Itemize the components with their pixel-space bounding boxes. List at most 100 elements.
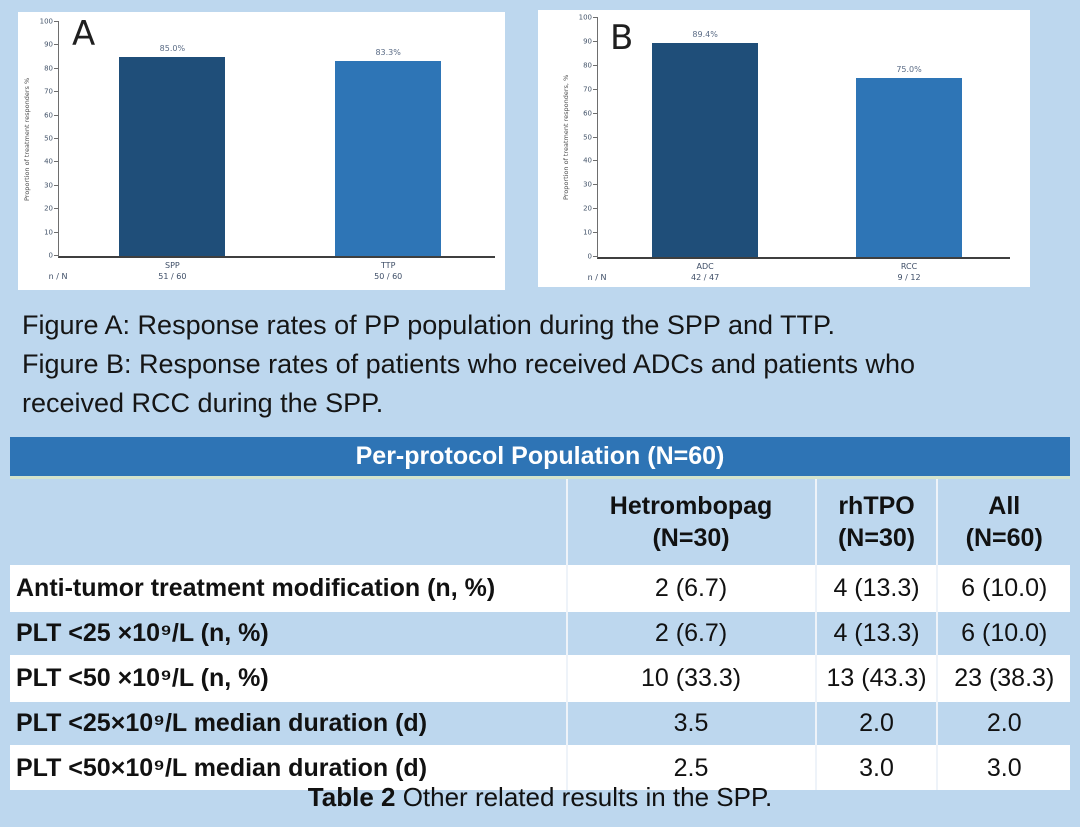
y-tick-mark xyxy=(593,184,598,186)
table-cell: 3.0 xyxy=(814,746,938,790)
bar-adc xyxy=(652,43,759,257)
panel-letter: A xyxy=(72,14,96,54)
plot-area: Proportion of treatment responders % 0 10 2… xyxy=(23,18,495,281)
n-over-N-value: 42 / 47 xyxy=(691,273,720,282)
n-over-N-value: 51 / 60 xyxy=(158,272,187,281)
y-tick-mark xyxy=(593,88,598,90)
y-tick-mark xyxy=(593,64,598,66)
bar-value-label: 75.0% xyxy=(896,64,922,74)
y-tick-mark xyxy=(54,67,59,69)
column-header: Hetrombopag (N=30) xyxy=(565,477,816,566)
table-row: Anti-tumor treatment modification (n, %)… xyxy=(10,566,1070,611)
y-tick-label: 20 xyxy=(583,204,592,213)
y-axis-title: Proportion of treatment responders, % xyxy=(562,74,570,201)
y-tick-label: 70 xyxy=(44,87,53,96)
table-cell: 23 (38.3) xyxy=(936,656,1070,701)
y-tick-mark xyxy=(593,160,598,162)
figure-a-bar-chart: A Proportion of treatment responders % 0 10… xyxy=(18,12,505,290)
table-row: PLT <25 ×10⁹/L (n, %) 2 (6.7) 4 (13.3) 6 (1… xyxy=(10,611,1070,656)
table-cell: 3.0 xyxy=(936,746,1070,790)
table-caption: Table 2 Other related results in the SPP… xyxy=(10,782,1070,813)
table-header-row: Hetrombopag (N=30) rhTPO (N=30) All (N=60) xyxy=(10,477,1070,566)
x-category-label: RCC xyxy=(900,262,918,271)
y-tick-label: 0 xyxy=(48,251,53,260)
y-tick-label: 90 xyxy=(583,37,592,46)
y-tick-label: 80 xyxy=(583,61,592,70)
y-tick-mark xyxy=(593,208,598,210)
panel-letter: B xyxy=(610,18,634,58)
table-cell: 3.5 xyxy=(565,701,816,746)
y-axis-title: Proportion of treatment responders % xyxy=(23,77,31,201)
table-cell: 2.5 xyxy=(565,746,816,790)
row-label: Anti-tumor treatment modification (n, %) xyxy=(16,574,496,602)
y-tick-label: 0 xyxy=(587,252,592,261)
bar-value-label: 85.0% xyxy=(159,44,186,54)
y-tick-label: 80 xyxy=(44,64,53,73)
table-cell: 2 (6.7) xyxy=(565,611,816,656)
table-cell: 13 (43.3) xyxy=(814,656,938,701)
y-tick-label: 50 xyxy=(583,133,592,141)
y-tick-mark xyxy=(593,112,598,114)
table-row: PLT <50×10⁹/L median duration (d) 2.5 3.0 3… xyxy=(10,746,1070,790)
row-label: PLT <25×10⁹/L median duration (d) xyxy=(16,709,428,737)
n-over-N-value: 50 / 60 xyxy=(374,272,403,281)
table-caption-number: Table 2 xyxy=(307,782,396,812)
x-category-label: ADC xyxy=(696,262,714,271)
bar-value-label: 89.4% xyxy=(692,30,718,40)
n-over-N-label: n / N xyxy=(48,272,68,281)
y-tick-mark xyxy=(54,114,59,116)
column-header: All (N=60) xyxy=(936,477,1070,566)
y-tick-label: 90 xyxy=(44,40,53,49)
y-tick-label: 40 xyxy=(44,157,53,166)
y-tick-label: 60 xyxy=(583,109,592,118)
y-tick-label: 100 xyxy=(578,13,592,22)
table-cell: 6 (10.0) xyxy=(936,611,1070,656)
y-tick-label: 40 xyxy=(583,156,592,165)
y-tick-label: 70 xyxy=(583,85,592,94)
n-over-N-label: n / N xyxy=(587,273,607,282)
results-table: Per-protocol Population (N=60) Hetrombop… xyxy=(10,437,1070,790)
figure-captions: Figure A: Response rates of PP populatio… xyxy=(22,306,915,423)
row-label: PLT <50×10⁹/L median duration (d) xyxy=(16,754,428,782)
y-tick-label: 50 xyxy=(44,134,53,143)
y-tick-label: 10 xyxy=(44,228,53,237)
figure-a-caption: Figure A: Response rates of PP populatio… xyxy=(22,310,836,340)
plot-area: Proportion of treatment responders, % 0 10… xyxy=(562,14,1010,282)
table-cell: 10 (33.3) xyxy=(565,656,816,701)
table-cell: 2.0 xyxy=(814,701,938,746)
row-label: PLT <25 ×10⁹/L (n, %) xyxy=(16,619,269,647)
y-tick-label: 60 xyxy=(44,111,53,120)
y-tick-mark xyxy=(593,40,598,42)
y-tick-mark xyxy=(54,44,59,46)
column-header: rhTPO (N=30) xyxy=(814,477,938,566)
table-cell: 4 (13.3) xyxy=(814,611,938,656)
y-tick-mark xyxy=(54,91,59,93)
table-row: PLT <50 ×10⁹/L (n, %) 10 (33.3) 13 (43.3) 2… xyxy=(10,656,1070,701)
y-tick-mark xyxy=(54,138,59,139)
bar-ttp xyxy=(335,61,442,256)
table-cell: 6 (10.0) xyxy=(936,566,1070,611)
n-over-N-value: 9 / 12 xyxy=(897,273,921,282)
y-tick-mark xyxy=(593,232,598,234)
x-category-label: TTP xyxy=(380,261,396,270)
y-tick-mark xyxy=(54,161,59,163)
row-label: PLT <50 ×10⁹/L (n, %) xyxy=(16,664,269,692)
table-row: PLT <25×10⁹/L median duration (d) 3.5 2.0 2… xyxy=(10,701,1070,746)
y-tick-mark xyxy=(54,184,59,186)
y-tick-mark xyxy=(593,17,598,18)
figure-b-caption-line1: Figure B: Response rates of patients who… xyxy=(22,349,915,379)
y-tick-label: 20 xyxy=(44,204,53,213)
y-tick-label: 10 xyxy=(583,228,592,237)
table-cell: 2.0 xyxy=(936,701,1070,746)
x-category-label: SPP xyxy=(164,261,180,270)
bar-spp xyxy=(119,57,226,256)
y-tick-label: 30 xyxy=(583,180,592,189)
bar-rcc xyxy=(856,77,963,257)
y-tick-label: 30 xyxy=(44,181,53,190)
figure-b-bar-chart: B Proportion of treatment responders, % 0 1… xyxy=(538,10,1030,287)
y-tick-mark xyxy=(593,256,598,257)
y-tick-mark xyxy=(54,231,59,233)
y-tick-mark xyxy=(593,136,598,138)
bar-value-label: 83.3% xyxy=(375,48,401,58)
y-tick-mark xyxy=(54,255,59,256)
